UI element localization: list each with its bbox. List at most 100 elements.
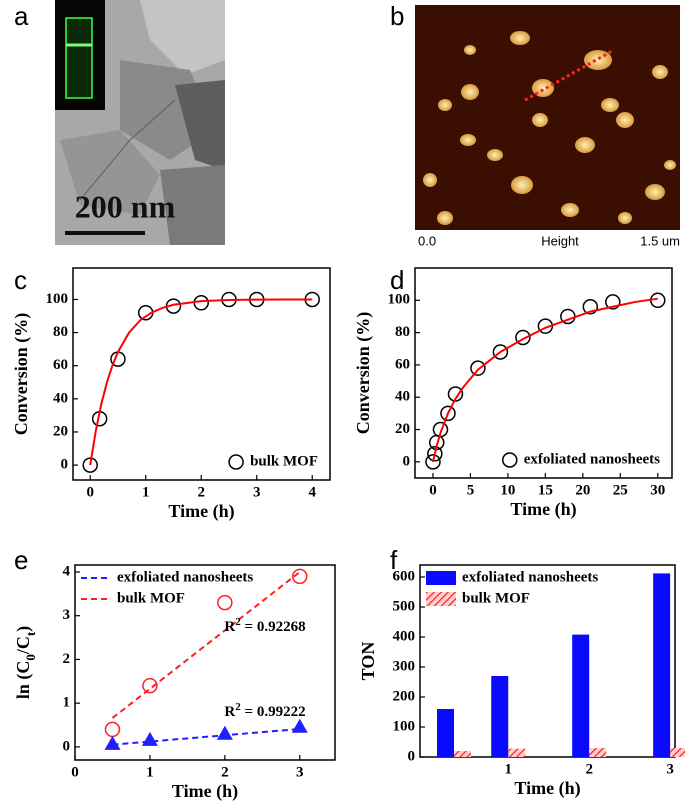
marker <box>291 718 308 733</box>
x-tick-label: 3 <box>296 764 304 780</box>
x-tick-label: 10 <box>500 482 515 498</box>
y-tick-label: 1 <box>63 695 71 711</box>
x-tick-label: 3 <box>666 761 674 777</box>
x-axis-label: Time (h) <box>514 778 580 799</box>
scale-bar-label: 200 nm <box>75 188 176 224</box>
x-tick-label: 0 <box>71 764 79 780</box>
marker <box>582 299 599 315</box>
legend-label: exfoliated nanosheets <box>462 569 598 585</box>
chart: 0 100 200 300 400 500 600 1 2 3 Time (h) TON exfolia… <box>358 564 685 799</box>
x-tick-label: 2 <box>221 764 229 780</box>
y-tick-label: 0 <box>403 453 411 469</box>
series-line <box>112 727 300 746</box>
panel-label: f <box>390 545 398 575</box>
y-tick-label: 0 <box>63 738 71 754</box>
annotation-part: R <box>224 619 235 635</box>
bar <box>491 676 509 757</box>
y-tick-label: 100 <box>393 718 416 734</box>
panel-label: a <box>14 1 29 31</box>
y-tick-label: 3 <box>63 607 71 623</box>
marker <box>440 405 456 422</box>
y-tick-label: 4 <box>63 563 71 579</box>
chart: 0 20 40 60 80 100 0 5 10 15 20 25 30 Time (h) Conversi… <box>353 267 673 520</box>
y-tick-label: 80 <box>53 324 68 340</box>
marker <box>82 457 98 473</box>
legend-label: bulk MOF <box>462 590 530 606</box>
y-axis-label: TON <box>358 642 378 681</box>
bar <box>653 573 671 757</box>
panel-label: b <box>390 1 404 31</box>
y-axis-label: Conversion (%) <box>11 313 32 436</box>
panel-label: e <box>14 545 28 575</box>
bar <box>572 634 590 757</box>
panel-label: d <box>390 265 404 295</box>
x-tick-label: 1 <box>142 484 150 500</box>
y-tick-label: 600 <box>393 568 416 584</box>
marker <box>432 421 449 438</box>
y-tick-label: 100 <box>388 292 411 308</box>
y-tick-label: 100 <box>46 291 69 307</box>
y-axis-label: Conversion (%) <box>353 312 374 435</box>
y-axis-label-part: 0 <box>23 654 38 661</box>
bar <box>508 748 526 757</box>
x-tick-label: 2 <box>585 761 593 777</box>
plot-frame <box>414 267 673 479</box>
x-axis-label: Time (h) <box>172 781 238 802</box>
y-tick-label: 300 <box>393 658 416 674</box>
legend-swatch <box>228 454 244 470</box>
marker <box>142 677 158 694</box>
y-tick-label: 2 <box>63 651 71 667</box>
marker <box>605 294 621 310</box>
y-tick-label: 60 <box>53 357 68 373</box>
y-tick-label: 200 <box>393 688 416 704</box>
y-tick-label: 40 <box>395 389 410 405</box>
x-tick-label: 0 <box>429 482 437 498</box>
legend-swatch <box>502 452 518 468</box>
y-tick-label: 20 <box>395 421 410 437</box>
x-tick-label: 30 <box>650 482 665 498</box>
afm-axis-label: Height <box>541 233 579 248</box>
marker <box>492 344 509 360</box>
y-tick-label: 500 <box>393 598 416 614</box>
x-tick-label: 1 <box>146 764 154 780</box>
y-tick-label: 400 <box>393 628 416 644</box>
y-tick-label: 0 <box>61 457 69 473</box>
y-tick-label: 60 <box>395 356 410 372</box>
marker <box>292 568 308 585</box>
marker <box>104 721 121 738</box>
x-axis-label: Time (h) <box>510 499 576 520</box>
plot-frame <box>419 564 676 758</box>
marker <box>515 329 531 346</box>
legend-label: bulk MOF <box>250 453 318 469</box>
x-axis-label: Time (h) <box>168 501 234 522</box>
series-line <box>432 297 658 463</box>
marker <box>193 295 209 311</box>
bar <box>437 709 454 757</box>
x-tick-label: 15 <box>538 482 553 498</box>
y-axis-label-part: t <box>23 631 38 636</box>
legend-label: exfoliated nanosheets <box>117 569 253 585</box>
marker <box>216 725 233 740</box>
x-tick-label: 4 <box>308 484 316 500</box>
legend-swatch <box>426 592 456 606</box>
annotation-part: 2 <box>235 616 241 628</box>
marker <box>104 735 121 750</box>
annotation-part: = 0.99222 <box>241 704 306 720</box>
x-tick-label: 3 <box>253 484 261 500</box>
legend-swatch <box>426 571 456 585</box>
afm-image: 0.0 Height 1.5 um <box>415 5 680 248</box>
afm-axis-label: 1.5 um <box>640 233 680 248</box>
marker <box>217 594 233 611</box>
legend-label: bulk MOF <box>117 590 185 606</box>
marker <box>470 360 486 376</box>
series-line <box>89 298 313 466</box>
y-tick-label: 80 <box>395 324 410 340</box>
bar <box>454 751 471 757</box>
x-tick-label: 2 <box>197 484 205 500</box>
annotation-part: 2 <box>235 701 241 713</box>
y-axis-label-part: ) <box>13 626 34 632</box>
y-tick-label: 0 <box>408 748 416 764</box>
marker <box>141 731 158 746</box>
